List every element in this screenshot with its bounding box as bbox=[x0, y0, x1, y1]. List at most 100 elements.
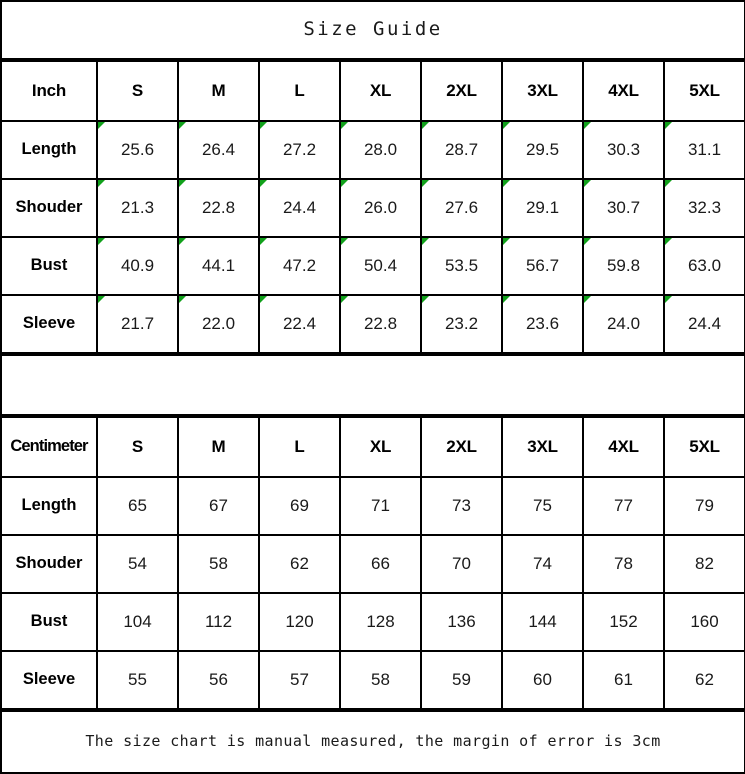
spacer-cell bbox=[0, 354, 745, 416]
cm-col-header-m: M bbox=[177, 416, 260, 478]
cm-col-header-s: S bbox=[96, 416, 179, 478]
measurement-value: 65 bbox=[128, 495, 147, 515]
inch-col-header-4xl: 4XL bbox=[582, 60, 665, 122]
column-header-label: M bbox=[211, 436, 226, 456]
measurement-cell: 70 bbox=[420, 534, 503, 594]
measurement-cell: 56.7 bbox=[501, 236, 584, 296]
measurement-cell: 75 bbox=[501, 476, 584, 536]
measurement-cell: 82 bbox=[663, 534, 745, 594]
measurement-value: 58 bbox=[371, 669, 390, 689]
measurement-value: 26.4 bbox=[201, 139, 236, 159]
measurement-value: 27.2 bbox=[282, 139, 317, 159]
measurement-value: 22.8 bbox=[201, 197, 236, 217]
measurement-value: 71 bbox=[371, 495, 390, 515]
measurement-value: 47.2 bbox=[282, 255, 317, 275]
measurement-value: 70 bbox=[452, 553, 471, 573]
measurement-value: 60 bbox=[533, 669, 552, 689]
measurement-value: 21.3 bbox=[120, 197, 155, 217]
measurement-cell: 55 bbox=[96, 650, 179, 710]
centimeter-unit-header-cell: Centimeter bbox=[0, 416, 98, 478]
measurement-value: 28.7 bbox=[444, 139, 479, 159]
measurement-value: 22.8 bbox=[363, 313, 398, 333]
measurement-cell: 28.0 bbox=[339, 120, 422, 180]
row-label-cell: Shouder bbox=[0, 534, 98, 594]
measurement-value: 22.0 bbox=[201, 313, 236, 333]
column-header-label: 5XL bbox=[689, 436, 720, 456]
measurement-cell: 30.3 bbox=[582, 120, 665, 180]
measurement-value: 77 bbox=[614, 495, 633, 515]
measurement-cell: 63.0 bbox=[663, 236, 745, 296]
measurement-value: 75 bbox=[533, 495, 552, 515]
measurement-cell: 27.6 bbox=[420, 178, 503, 238]
measurement-value: 128 bbox=[366, 611, 395, 631]
measurement-value: 57 bbox=[290, 669, 309, 689]
measurement-value: 160 bbox=[690, 611, 719, 631]
measurement-cell: 152 bbox=[582, 592, 665, 652]
measurement-label: Shouder bbox=[15, 198, 83, 216]
measurement-cell: 144 bbox=[501, 592, 584, 652]
measurement-value: 56 bbox=[209, 669, 228, 689]
cm-col-header-4xl: 4XL bbox=[582, 416, 665, 478]
measurement-value: 104 bbox=[123, 611, 152, 631]
measurement-cell: 26.4 bbox=[177, 120, 260, 180]
measurement-cell: 66 bbox=[339, 534, 422, 594]
measurement-value: 120 bbox=[285, 611, 314, 631]
measurement-value: 23.2 bbox=[444, 313, 479, 333]
measurement-cell: 32.3 bbox=[663, 178, 745, 238]
measurement-value: 61 bbox=[614, 669, 633, 689]
table-separator bbox=[0, 354, 745, 416]
measurement-cell: 24.4 bbox=[663, 294, 745, 354]
measurement-value: 62 bbox=[290, 553, 309, 573]
measurement-value: 53.5 bbox=[444, 255, 479, 275]
measurement-cell: 29.1 bbox=[501, 178, 584, 238]
measurement-value: 29.1 bbox=[525, 197, 560, 217]
centimeter-size-table: Centimeter S M L XL 2XL 3XL bbox=[0, 416, 745, 710]
measurement-label: Bust bbox=[30, 256, 68, 274]
measurement-value: 55 bbox=[128, 669, 147, 689]
cm-col-header-l: L bbox=[258, 416, 341, 478]
row-label-cell: Sleeve bbox=[0, 294, 98, 354]
measurement-value: 40.9 bbox=[120, 255, 155, 275]
measurement-cell: 104 bbox=[96, 592, 179, 652]
centimeter-header-row: Centimeter S M L XL 2XL 3XL bbox=[0, 416, 745, 478]
measurement-cell: 160 bbox=[663, 592, 745, 652]
inch-col-header-5xl: 5XL bbox=[663, 60, 745, 122]
measurement-value: 25.6 bbox=[120, 139, 155, 159]
column-header-label: M bbox=[211, 80, 226, 100]
table-row: Shouder 21.3 22.8 24.4 26.0 27.6 29.1 30… bbox=[0, 178, 745, 238]
measurement-value: 28.0 bbox=[363, 139, 398, 159]
column-header-label: 5XL bbox=[689, 80, 720, 100]
measurement-value: 21.7 bbox=[120, 313, 155, 333]
measurement-label: Shouder bbox=[15, 554, 83, 572]
measurement-cell: 74 bbox=[501, 534, 584, 594]
measurement-cell: 24.4 bbox=[258, 178, 341, 238]
measurement-cell: 23.6 bbox=[501, 294, 584, 354]
measurement-value: 29.5 bbox=[525, 139, 560, 159]
measurement-cell: 50.4 bbox=[339, 236, 422, 296]
measurement-disclaimer: The size chart is manual measured, the m… bbox=[85, 732, 661, 750]
measurement-cell: 21.3 bbox=[96, 178, 179, 238]
column-header-label: L bbox=[294, 436, 305, 456]
measurement-value: 112 bbox=[204, 611, 233, 631]
measurement-cell: 62 bbox=[663, 650, 745, 710]
table-row: Length 65 67 69 71 73 75 77 79 bbox=[0, 476, 745, 536]
cm-col-header-xl: XL bbox=[339, 416, 422, 478]
measurement-value: 56.7 bbox=[525, 255, 560, 275]
measurement-cell: 22.4 bbox=[258, 294, 341, 354]
column-header-label: S bbox=[131, 80, 144, 100]
measurement-value: 32.3 bbox=[687, 197, 722, 217]
inch-col-header-s: S bbox=[96, 60, 179, 122]
measurement-value: 66 bbox=[371, 553, 390, 573]
measurement-cell: 28.7 bbox=[420, 120, 503, 180]
measurement-value: 44.1 bbox=[201, 255, 236, 275]
measurement-cell: 69 bbox=[258, 476, 341, 536]
measurement-cell: 136 bbox=[420, 592, 503, 652]
measurement-cell: 29.5 bbox=[501, 120, 584, 180]
measurement-cell: 44.1 bbox=[177, 236, 260, 296]
measurement-value: 73 bbox=[452, 495, 471, 515]
footer-note-cell: The size chart is manual measured, the m… bbox=[0, 710, 745, 774]
cm-col-header-2xl: 2XL bbox=[420, 416, 503, 478]
measurement-cell: 54 bbox=[96, 534, 179, 594]
measurement-value: 59 bbox=[452, 669, 471, 689]
inch-unit-label: Inch bbox=[31, 80, 67, 100]
